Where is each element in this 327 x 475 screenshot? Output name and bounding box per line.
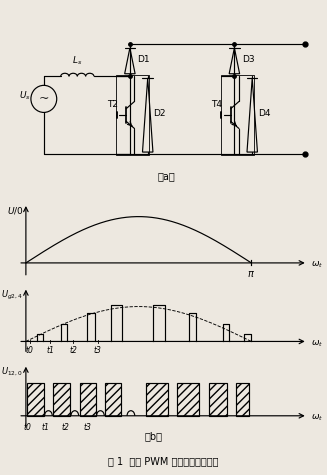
Bar [236,383,249,416]
Text: ~: ~ [39,93,49,105]
Text: （b）: （b） [145,432,163,442]
Text: $\omega_t$: $\omega_t$ [312,412,324,423]
Text: $U/0$: $U/0$ [7,205,23,216]
Text: $U_s$: $U_s$ [20,89,31,102]
Bar [209,383,227,416]
Text: $U_{g2,4}$: $U_{g2,4}$ [1,289,23,302]
Bar [116,75,149,155]
Text: t1: t1 [46,346,54,355]
Text: D3: D3 [242,55,255,64]
Text: D4: D4 [258,109,270,118]
Bar [146,383,168,416]
Text: t3: t3 [83,423,91,432]
Text: t2: t2 [62,423,70,432]
Bar [80,383,95,416]
Text: $L_s$: $L_s$ [72,55,82,67]
Bar [177,383,199,416]
Bar [105,383,121,416]
Text: t0: t0 [26,346,34,355]
Text: t2: t2 [69,346,77,355]
Text: $\omega_t$: $\omega_t$ [312,260,324,270]
Text: D2: D2 [153,109,166,118]
Text: （a）: （a） [158,171,176,181]
Bar [53,383,70,416]
Bar [27,383,44,416]
Text: t3: t3 [94,346,102,355]
Text: $\pi$: $\pi$ [247,269,255,279]
Text: $\omega_t$: $\omega_t$ [312,338,324,349]
Text: D1: D1 [138,55,150,64]
Text: T4: T4 [211,100,222,109]
Text: T2: T2 [107,100,118,109]
Text: 图 1  桥式 PWM 变换电路及其波形: 图 1 桥式 PWM 变换电路及其波形 [108,456,219,466]
Text: t1: t1 [41,423,49,432]
Text: $U_{12,0}$: $U_{12,0}$ [1,366,23,379]
Bar [220,75,254,155]
Text: t0: t0 [23,423,31,432]
